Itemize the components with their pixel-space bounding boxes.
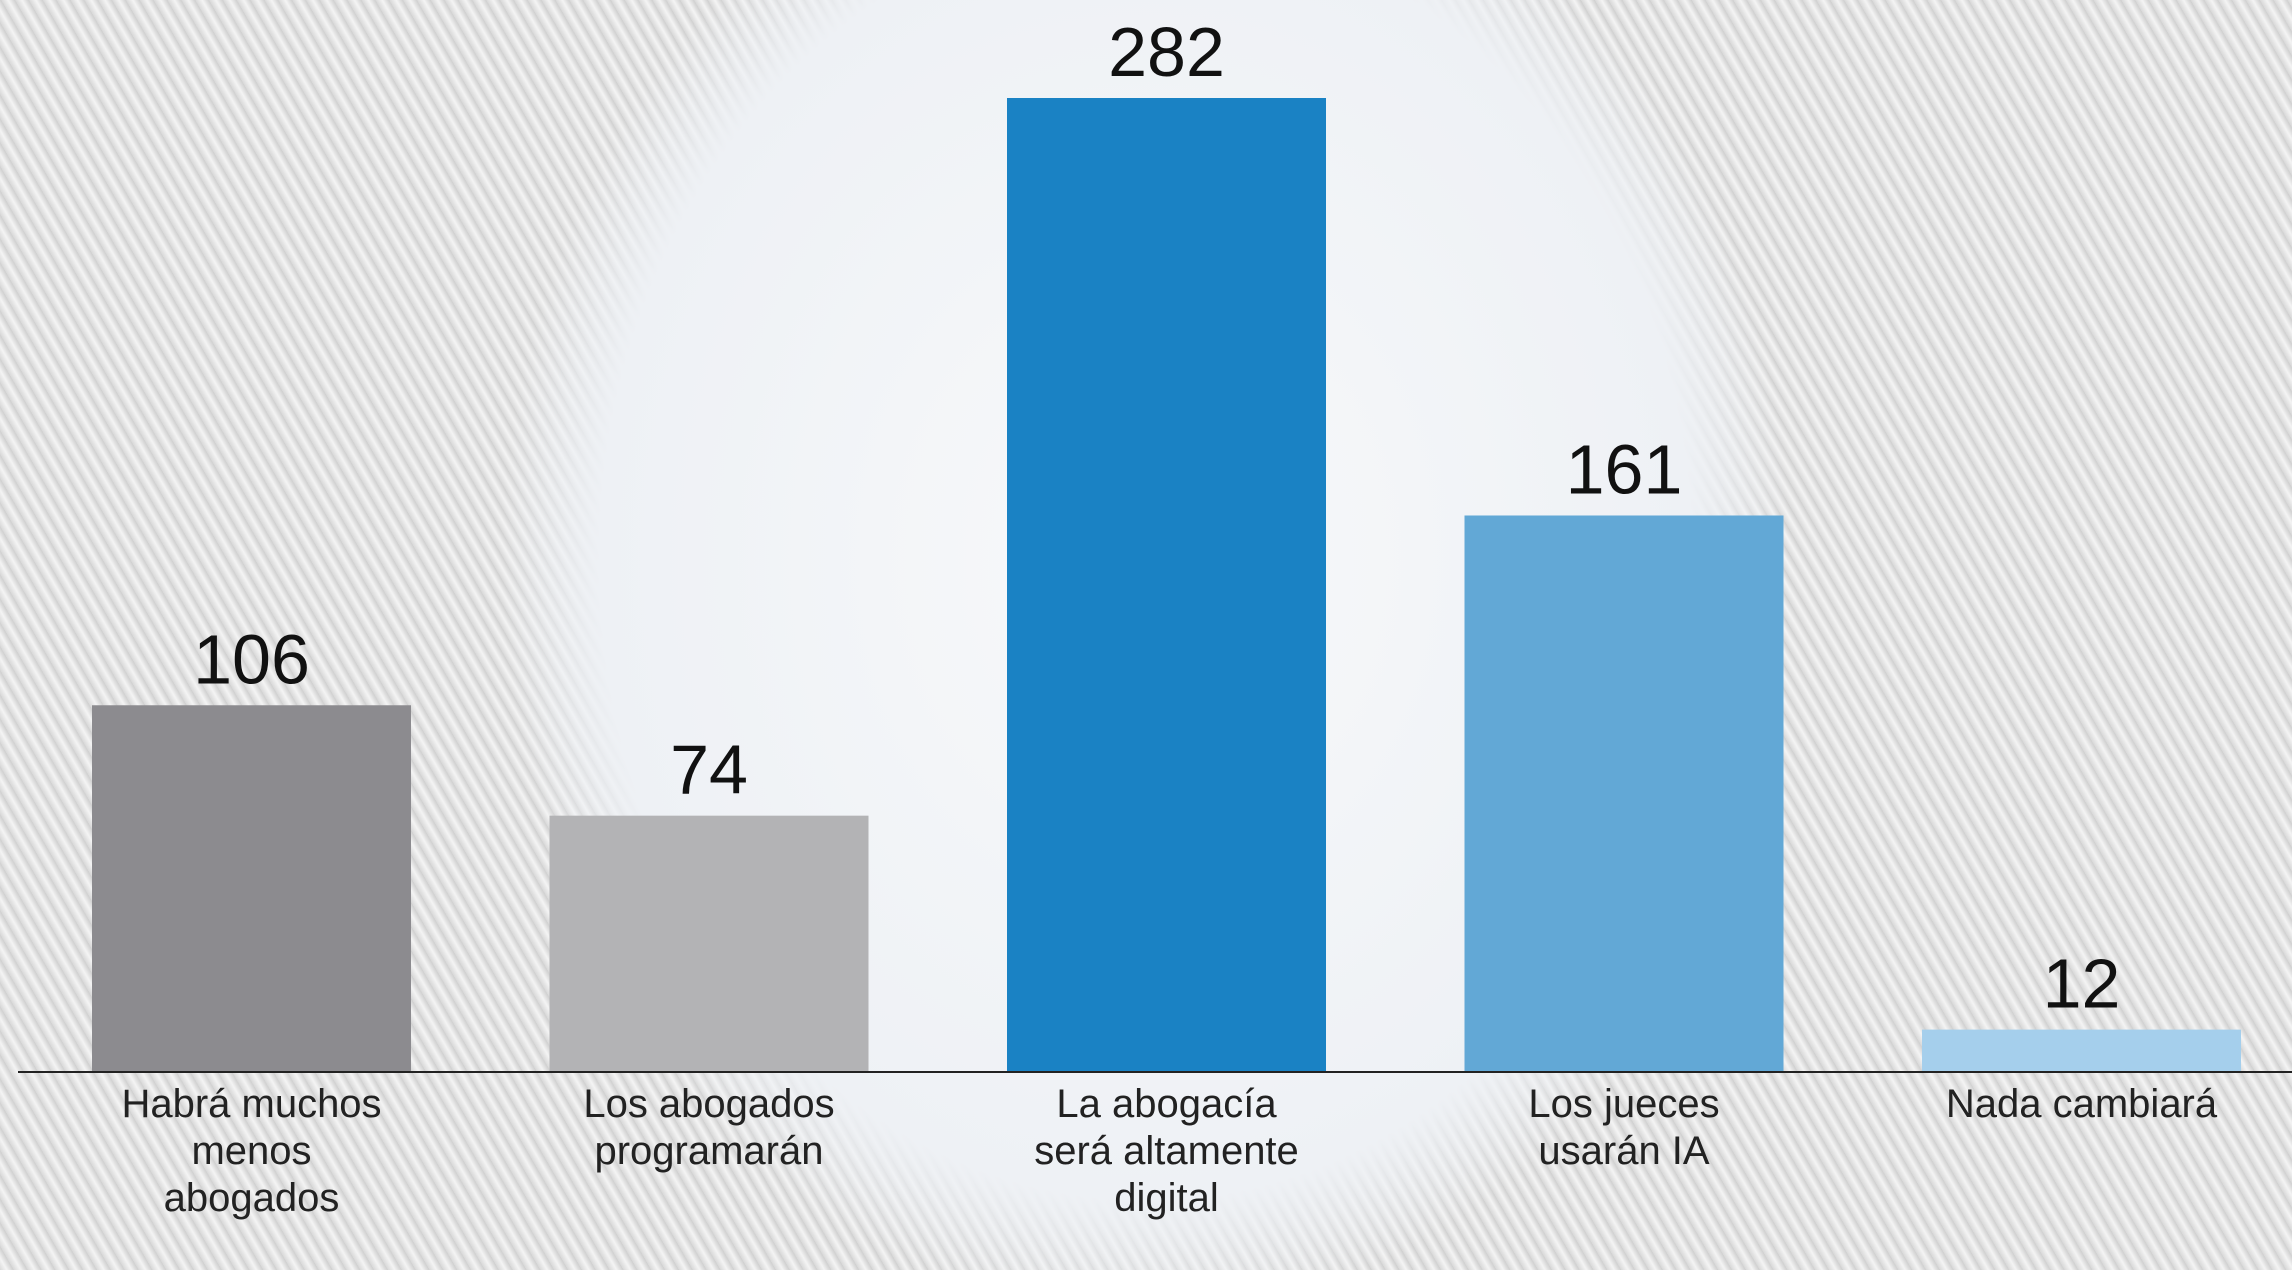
chart: 106 74 282 161 12 (0, 0, 2292, 1270)
category-label: Los jueces usarán IA (1474, 1081, 1774, 1175)
category-label: La abogacía será altamente digital (1017, 1081, 1317, 1222)
category-label: Nada cambiará (1932, 1081, 2232, 1128)
bar (92, 705, 411, 1071)
value-label: 12 (2043, 945, 2121, 1023)
page: 1067428216112 (() => { const data = JSON… (0, 0, 2292, 1270)
value-label: 74 (670, 731, 748, 809)
category-label: Habrá muchos menos abogados (102, 1081, 402, 1222)
bar (1465, 515, 1784, 1071)
value-label: 161 (1566, 430, 1683, 508)
bar (1007, 98, 1326, 1071)
bar (1922, 1030, 2241, 1071)
value-label: 282 (1108, 13, 1225, 91)
bar (550, 816, 869, 1071)
category-label: Los abogados programarán (559, 1081, 859, 1175)
value-label: 106 (193, 620, 310, 698)
